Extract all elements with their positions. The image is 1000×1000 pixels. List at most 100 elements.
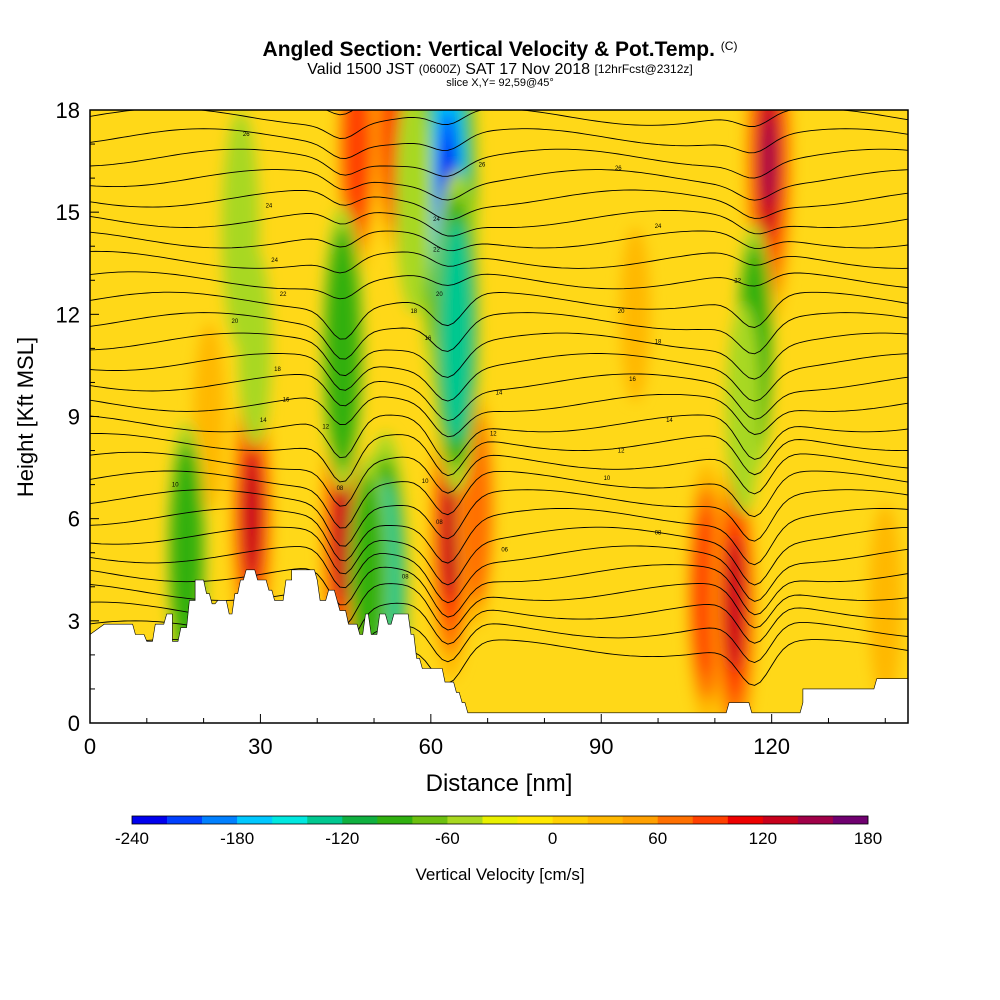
y-tick-label-12: 12 bbox=[56, 302, 80, 327]
colorbar-tick-label-0: -240 bbox=[115, 829, 149, 848]
colorbar-tick-label-6: 120 bbox=[749, 829, 777, 848]
x-tick-label-30: 30 bbox=[248, 734, 272, 759]
isentrope-labels: 26 24 24 22 20 18 16 14 12 10 08 08 22 20 18 16 26 24 14 12… bbox=[172, 132, 742, 581]
y-axis: 0 3 6 9 12 15 18 bbox=[56, 98, 99, 736]
isentrope-label-6: 16 bbox=[283, 397, 290, 403]
x-axis: 0 30 60 90 120 bbox=[84, 714, 886, 759]
y-tick-label-9: 9 bbox=[68, 405, 80, 430]
x-axis-label: Distance [nm] bbox=[426, 770, 573, 797]
isentrope-label-21: 08 bbox=[436, 520, 443, 526]
colorbar-tick-label-3: -60 bbox=[435, 829, 460, 848]
colorbar-swatch-9 bbox=[447, 816, 483, 824]
isentrope-line-13 bbox=[90, 393, 908, 438]
isentrope-label-12: 22 bbox=[433, 248, 440, 254]
isentrope-line-15 bbox=[90, 353, 908, 402]
updraft-core-0-level-3 bbox=[242, 450, 262, 581]
isentrope-label-1: 24 bbox=[266, 203, 273, 209]
isentrope-label-23: 26 bbox=[615, 166, 622, 172]
colorbar-swatch-13 bbox=[587, 816, 623, 824]
colorbar-swatch-12 bbox=[552, 816, 588, 824]
isentrope-label-29: 12 bbox=[618, 449, 625, 455]
isentrope-line-5 bbox=[90, 545, 908, 604]
downdraft-core-3-level-1 bbox=[324, 227, 361, 470]
isentrope-line-14 bbox=[90, 373, 908, 422]
y-axis-label: Height [Kft MSL] bbox=[13, 337, 38, 497]
colorbar-tick-label-5: 60 bbox=[648, 829, 667, 848]
isentrope-line-20 bbox=[90, 250, 908, 274]
colorbar-swatch-6 bbox=[342, 816, 378, 824]
isentrope-label-17: 24 bbox=[433, 217, 440, 223]
isentrope-line-27 bbox=[90, 110, 908, 139]
isentrope-label-28: 14 bbox=[666, 418, 673, 424]
colorbar-swatch-5 bbox=[307, 816, 343, 824]
isentrope-line-6 bbox=[90, 526, 908, 586]
isentrope-line-25 bbox=[90, 148, 908, 179]
isentrope-label-22: 06 bbox=[501, 547, 508, 553]
isentrope-label-7: 14 bbox=[260, 418, 267, 424]
isentrope-label-11: 08 bbox=[402, 575, 409, 581]
colorbar-tick-label-1: -180 bbox=[220, 829, 254, 848]
colorbar-swatch-2 bbox=[202, 816, 238, 824]
y-tick-label-18: 18 bbox=[56, 98, 80, 123]
updraft-core-2-level-2 bbox=[344, 110, 370, 228]
isentrope-line-22 bbox=[90, 210, 908, 237]
isentrope-label-31: 08 bbox=[655, 530, 662, 536]
isentrope-line-17 bbox=[90, 312, 908, 360]
isentrope-line-21 bbox=[90, 230, 908, 252]
colorbar-tick-label-4: 0 bbox=[548, 829, 557, 848]
chart-slice-label: slice X,Y= 92,59@45° bbox=[446, 77, 554, 89]
isentrope-label-8: 12 bbox=[322, 425, 329, 431]
isentrope-label-32: 22 bbox=[734, 278, 741, 284]
colorbar-swatch-15 bbox=[657, 816, 694, 824]
colorbar-swatch-17 bbox=[727, 816, 764, 824]
y-tick-label-3: 3 bbox=[68, 609, 80, 634]
chart-subtitle: Valid 1500 JST (0600Z) SAT 17 Nov 2018 [… bbox=[307, 61, 693, 78]
isentrope-line-26 bbox=[90, 128, 908, 160]
updraft-core-8-level-4 bbox=[762, 115, 776, 207]
isentrope-label-26: 18 bbox=[655, 340, 662, 346]
colorbar-swatch-4 bbox=[272, 816, 308, 824]
colorbar-frame bbox=[131, 815, 869, 825]
colorbar-tick-label-7: 180 bbox=[854, 829, 882, 848]
updraft-core-11-level-0 bbox=[868, 504, 902, 704]
isentrope-line-19 bbox=[90, 271, 908, 300]
isentrope-label-24: 24 bbox=[655, 224, 662, 230]
updraft-core-4-level-3 bbox=[440, 470, 461, 601]
colorbar-swatch-3 bbox=[237, 816, 273, 824]
isentrope-line-4 bbox=[90, 564, 908, 618]
isentrope-line-12 bbox=[90, 414, 908, 463]
isentrope-label-25: 20 bbox=[618, 309, 625, 315]
isentrope-label-14: 18 bbox=[410, 309, 417, 315]
isentrope-label-18: 14 bbox=[496, 391, 503, 397]
terrain bbox=[90, 569, 908, 723]
isentrope-line-18 bbox=[90, 291, 908, 340]
downdraft-core-5-level-0 bbox=[238, 248, 272, 449]
isentrope-line-23 bbox=[90, 189, 908, 221]
colorbar-swatch-1 bbox=[167, 816, 203, 824]
isentrope-line-9 bbox=[90, 470, 908, 529]
x-tick-label-0: 0 bbox=[84, 734, 96, 759]
isentrope-line-10 bbox=[90, 451, 908, 507]
isentrope-line-11 bbox=[90, 433, 908, 483]
isentrope-label-16: 26 bbox=[479, 162, 486, 168]
colorbar-swatch-20 bbox=[832, 816, 869, 824]
y-tick-label-0: 0 bbox=[68, 711, 80, 736]
colorbar-swatch-8 bbox=[412, 816, 448, 824]
colorbar-swatch-10 bbox=[482, 816, 518, 824]
updraft-core-9-level-0 bbox=[193, 323, 226, 510]
colorbar-swatch-0 bbox=[132, 816, 168, 824]
colorbar-swatch-7 bbox=[377, 816, 413, 824]
x-tick-label-120: 120 bbox=[753, 734, 790, 759]
isentrope-label-4: 20 bbox=[232, 319, 239, 325]
chart-title: Angled Section: Vertical Velocity & Pot.… bbox=[262, 38, 738, 61]
colorbar-swatch-18 bbox=[762, 816, 799, 824]
updraft-core-10-level-0 bbox=[620, 227, 651, 402]
isentrope-label-27: 16 bbox=[629, 377, 636, 383]
isentrope-label-3: 22 bbox=[280, 292, 287, 298]
colorbar-swatch-11 bbox=[517, 816, 553, 824]
isentrope-label-9: 10 bbox=[172, 483, 179, 489]
downdraft-core-10-level-0 bbox=[726, 303, 761, 516]
x-tick-label-90: 90 bbox=[589, 734, 613, 759]
isentrope-lines bbox=[90, 110, 908, 697]
